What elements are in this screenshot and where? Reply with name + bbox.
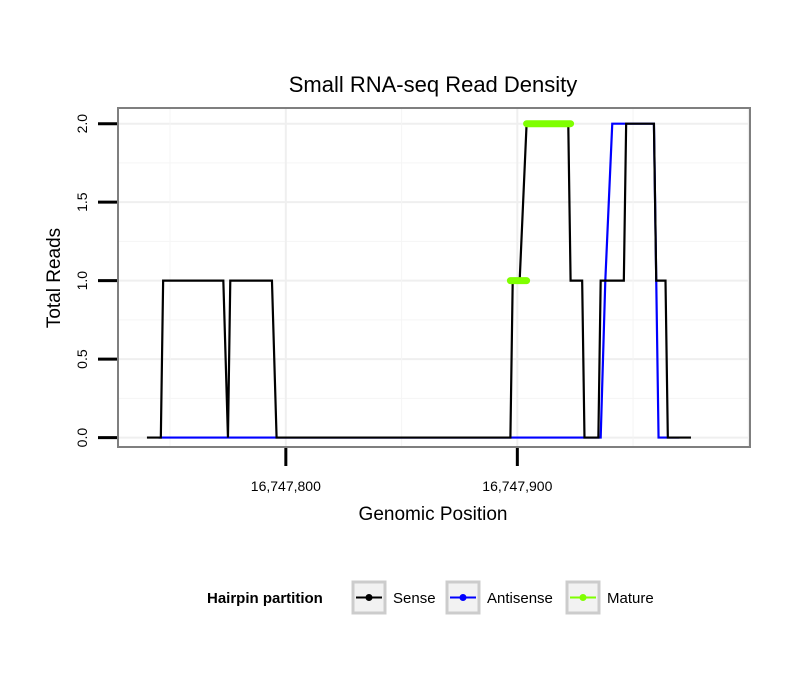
legend-item-sense: Sense — [353, 582, 436, 613]
legend-title: Hairpin partition — [207, 590, 323, 607]
x-axis-title: Genomic Position — [359, 504, 508, 525]
x-tick-label: 16,747,900 — [482, 478, 552, 494]
legend-item-antisense: Antisense — [447, 582, 553, 613]
y-tick-label: 1.0 — [74, 271, 90, 291]
read-density-chart: Small RNA-seq Read Density 0.0 0.5 1.0 1.5 2… — [0, 0, 810, 690]
legend-key-point — [460, 594, 467, 601]
legend-label: Antisense — [487, 590, 553, 607]
chart-title: Small RNA-seq Read Density — [289, 72, 578, 97]
legend-item-mature: Mature — [567, 582, 654, 613]
legend-key-point — [366, 594, 373, 601]
legend: Hairpin partition Sense Antisense Mature — [207, 582, 654, 613]
y-tick-label: 0.5 — [74, 349, 90, 369]
legend-items: Sense Antisense Mature — [353, 582, 654, 613]
y-axis-title: Total Reads — [44, 228, 65, 328]
legend-label: Sense — [393, 590, 436, 607]
y-tick-label: 1.5 — [74, 192, 90, 212]
x-tick-label: 16,747,800 — [251, 478, 321, 494]
y-tick-label: 0.0 — [74, 428, 90, 448]
y-axis: 0.0 0.5 1.0 1.5 2.0 — [74, 114, 117, 448]
legend-key-point — [580, 594, 587, 601]
legend-label: Mature — [607, 590, 654, 607]
y-tick-label: 2.0 — [74, 114, 90, 134]
x-axis: 16,747,800 16,747,900 — [251, 448, 553, 494]
